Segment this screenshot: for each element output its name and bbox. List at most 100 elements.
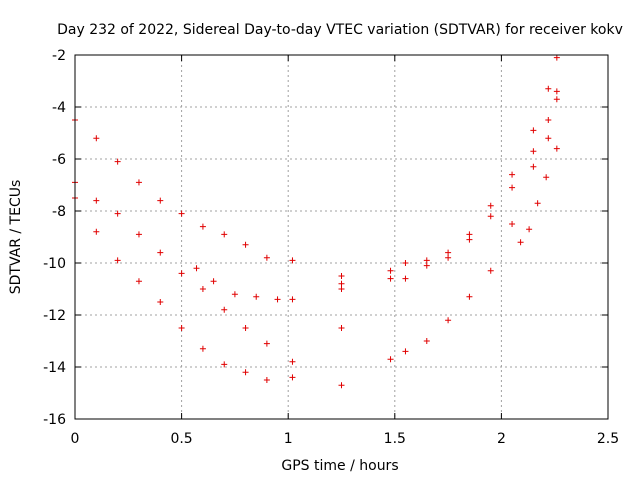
y-tick-label: -6	[52, 152, 66, 168]
data-series	[517, 145, 560, 246]
data-series	[72, 117, 296, 264]
data-point	[289, 374, 296, 381]
data-point	[509, 184, 516, 191]
data-series	[72, 179, 296, 365]
data-point	[221, 306, 228, 313]
chart-title: Day 232 of 2022, Sidereal Day-to-day VTE…	[57, 22, 623, 38]
data-point	[387, 275, 394, 282]
data-series	[387, 88, 560, 282]
data-point	[221, 231, 228, 238]
data-point	[545, 85, 552, 92]
data-point	[231, 291, 238, 298]
data-point	[526, 226, 533, 233]
data-series	[387, 54, 560, 274]
data-point	[157, 249, 164, 256]
data-point	[114, 210, 121, 217]
data-point	[135, 231, 142, 238]
axis-ticks	[74, 54, 609, 420]
data-point	[530, 163, 537, 170]
data-point	[338, 382, 345, 389]
data-point	[199, 223, 206, 230]
data-point	[210, 278, 217, 285]
y-tick-label: -16	[43, 412, 66, 428]
y-tick-label: -4	[52, 100, 66, 116]
data-point	[178, 270, 185, 277]
data-point	[135, 179, 142, 186]
data-point	[553, 88, 560, 95]
data-point	[543, 174, 550, 181]
data-point	[517, 239, 524, 246]
data-point	[466, 293, 473, 300]
data-point	[93, 228, 100, 235]
data-marks	[72, 54, 560, 389]
data-point	[338, 280, 345, 287]
x-axis-label: GPS time / hours	[281, 458, 398, 474]
x-tick-label: 0	[71, 431, 80, 447]
data-point	[466, 231, 473, 238]
data-point	[253, 293, 260, 300]
data-point	[274, 296, 281, 303]
data-point	[242, 369, 249, 376]
data-point	[178, 325, 185, 331]
data-point	[93, 197, 100, 204]
data-point	[423, 338, 430, 344]
y-tick-label: -12	[43, 308, 66, 324]
y-tick-label: -8	[52, 204, 66, 220]
x-tick-label: 1.5	[384, 431, 406, 447]
x-tick-label: 0.5	[170, 431, 192, 447]
data-point	[487, 267, 494, 274]
data-point	[135, 278, 142, 285]
data-series	[338, 273, 345, 389]
plot-frame	[74, 54, 609, 420]
data-point	[157, 197, 164, 204]
data-point	[199, 286, 206, 292]
x-tick-label: 1	[284, 431, 293, 447]
data-point	[221, 361, 228, 368]
data-point	[402, 348, 409, 355]
data-point	[114, 158, 121, 165]
data-point	[487, 213, 494, 220]
data-point	[423, 262, 430, 269]
data-point	[199, 345, 206, 352]
tick-labels: 0 0.5 1 1.5 2 2.5 -16 -14 -12 -10 -8 -6 -4 -2	[43, 48, 619, 447]
y-tick-label: -10	[43, 256, 66, 272]
data-point	[530, 127, 537, 134]
data-point	[157, 299, 164, 305]
data-point	[114, 257, 121, 264]
data-point	[93, 135, 100, 142]
y-axis-label: SDTVAR / TECUs	[8, 180, 24, 295]
data-point	[445, 317, 452, 324]
data-point	[289, 296, 296, 303]
x-tick-label: 2	[497, 431, 506, 447]
data-point	[553, 145, 560, 152]
data-point	[387, 267, 394, 274]
data-point	[445, 249, 452, 256]
x-tick-label: 2.5	[597, 431, 619, 447]
data-point	[338, 325, 345, 331]
data-point	[178, 210, 185, 217]
y-tick-label: -14	[43, 360, 66, 376]
data-point	[387, 356, 394, 363]
data-point	[509, 221, 516, 227]
data-point	[338, 286, 345, 292]
data-point	[545, 117, 552, 123]
y-tick-label: -2	[52, 48, 66, 64]
data-series	[72, 195, 296, 383]
data-point	[423, 257, 430, 264]
data-point	[402, 260, 409, 266]
data-point	[289, 257, 296, 264]
data-point	[530, 148, 537, 155]
data-point	[466, 236, 473, 243]
data-point	[402, 275, 409, 282]
data-point	[487, 202, 494, 209]
data-point	[193, 265, 200, 272]
grid	[75, 55, 608, 419]
data-point	[553, 96, 560, 103]
data-point	[242, 325, 249, 331]
data-point	[263, 377, 270, 383]
data-series	[193, 265, 296, 303]
data-series	[387, 96, 560, 363]
data-point	[534, 200, 541, 207]
data-point	[338, 273, 345, 279]
